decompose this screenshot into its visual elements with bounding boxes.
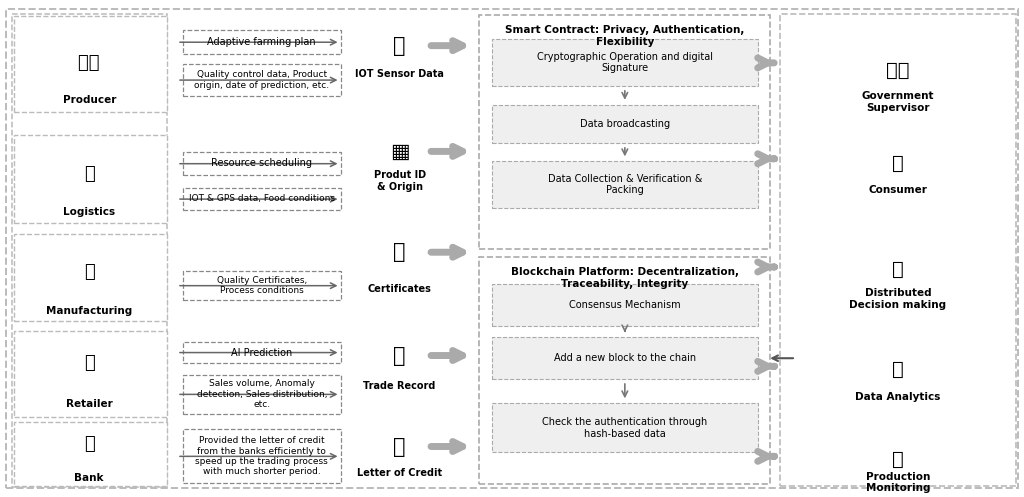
- Text: Quality control data, Product
origin, date of prediction, etc.: Quality control data, Product origin, da…: [195, 70, 330, 89]
- Text: Certificates: Certificates: [368, 284, 431, 294]
- FancyBboxPatch shape: [479, 15, 770, 249]
- Text: Distributed
Decision making: Distributed Decision making: [850, 288, 946, 310]
- Text: Quality Certificates,
Process conditions: Quality Certificates, Process conditions: [217, 276, 307, 295]
- FancyBboxPatch shape: [492, 403, 758, 452]
- FancyBboxPatch shape: [182, 153, 341, 174]
- Text: 🏪: 🏪: [84, 354, 94, 372]
- FancyBboxPatch shape: [13, 135, 167, 223]
- FancyBboxPatch shape: [13, 234, 167, 321]
- Text: Bank: Bank: [75, 474, 104, 484]
- Text: 🛒: 🛒: [892, 154, 904, 173]
- Text: 🗳: 🗳: [892, 260, 904, 279]
- Text: Data broadcasting: Data broadcasting: [580, 119, 670, 129]
- FancyBboxPatch shape: [492, 284, 758, 326]
- FancyBboxPatch shape: [13, 422, 167, 486]
- Text: Cryptographic Operation and digital
Signature: Cryptographic Operation and digital Sign…: [537, 52, 713, 74]
- Text: 👨‍💼: 👨‍💼: [886, 61, 909, 80]
- Text: IOT & GPS data, Food conditions: IOT & GPS data, Food conditions: [188, 194, 335, 203]
- Text: Consumer: Consumer: [868, 185, 928, 195]
- FancyBboxPatch shape: [492, 105, 758, 143]
- FancyBboxPatch shape: [13, 331, 167, 417]
- FancyBboxPatch shape: [492, 337, 758, 379]
- Text: ▦: ▦: [390, 142, 410, 162]
- FancyBboxPatch shape: [182, 64, 341, 96]
- Text: Add a new block to the chain: Add a new block to the chain: [554, 353, 696, 363]
- Text: Produt ID
& Origin: Produt ID & Origin: [374, 170, 426, 192]
- Text: Consensus Mechanism: Consensus Mechanism: [569, 300, 681, 310]
- FancyBboxPatch shape: [13, 16, 167, 112]
- FancyBboxPatch shape: [11, 14, 167, 488]
- FancyBboxPatch shape: [182, 30, 341, 54]
- FancyBboxPatch shape: [182, 429, 341, 484]
- FancyBboxPatch shape: [479, 257, 770, 485]
- FancyBboxPatch shape: [492, 161, 758, 208]
- Text: 📊: 📊: [892, 360, 904, 379]
- Text: Data Collection & Verification &
Packing: Data Collection & Verification & Packing: [548, 174, 702, 195]
- Text: Adaptive farming plan: Adaptive farming plan: [208, 37, 316, 47]
- Text: 🧑‍🌾: 🧑‍🌾: [79, 54, 100, 72]
- Text: Resource scheduling: Resource scheduling: [211, 159, 312, 168]
- Text: Data Analytics: Data Analytics: [855, 392, 941, 402]
- FancyBboxPatch shape: [182, 375, 341, 414]
- Text: 🏭: 🏭: [84, 263, 94, 281]
- Text: 🏦: 🏦: [84, 435, 94, 453]
- Text: Provided the letter of credit
from the banks efficiently to
speed up the trading: Provided the letter of credit from the b…: [196, 436, 328, 477]
- FancyBboxPatch shape: [182, 271, 341, 300]
- Text: Check the authentication through
hash-based data: Check the authentication through hash-ba…: [543, 417, 708, 439]
- Text: Blockchain Platform: Decentralization,
Traceability, Integrity: Blockchain Platform: Decentralization, T…: [511, 267, 739, 289]
- Text: 📶: 📶: [393, 36, 406, 56]
- FancyBboxPatch shape: [182, 342, 341, 363]
- Text: 💳: 💳: [393, 436, 406, 457]
- Text: Sales volume, Anomaly
detection, Sales distribution,
etc.: Sales volume, Anomaly detection, Sales d…: [197, 380, 327, 409]
- FancyBboxPatch shape: [182, 188, 341, 210]
- Text: 🚜: 🚜: [84, 165, 94, 182]
- Text: 📱: 📱: [892, 450, 904, 469]
- Text: Production
Monitoring: Production Monitoring: [865, 472, 930, 493]
- FancyBboxPatch shape: [6, 9, 1018, 489]
- Text: 📄: 📄: [393, 242, 406, 262]
- Text: Government
Supervisor: Government Supervisor: [862, 91, 934, 113]
- FancyBboxPatch shape: [492, 39, 758, 86]
- Text: Manufacturing: Manufacturing: [46, 306, 132, 316]
- Text: Trade Record: Trade Record: [364, 381, 436, 391]
- Text: Letter of Credit: Letter of Credit: [357, 468, 442, 478]
- Text: 📋: 📋: [393, 345, 406, 365]
- FancyBboxPatch shape: [779, 14, 1017, 486]
- Text: AI Prediction: AI Prediction: [231, 347, 293, 357]
- Text: Retailer: Retailer: [66, 399, 113, 409]
- Text: Smart Contract: Privacy, Authentication,
Flexibility: Smart Contract: Privacy, Authentication,…: [505, 25, 744, 47]
- Text: Logistics: Logistics: [63, 207, 116, 217]
- Text: Producer: Producer: [62, 95, 116, 105]
- Text: IOT Sensor Data: IOT Sensor Data: [355, 69, 444, 79]
